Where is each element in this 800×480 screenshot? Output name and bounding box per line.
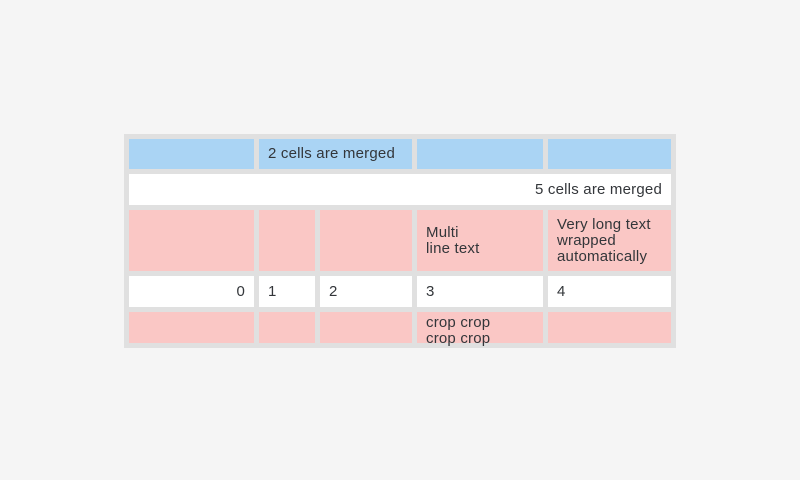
cell-r1c4[interactable] [417,139,543,169]
cell-1[interactable]: 1 [259,276,315,307]
cell-text: Multi line text [426,223,480,257]
cell-text: 0 [236,282,245,300]
cell-r5c1[interactable] [129,312,254,343]
cell-r1c5[interactable] [548,139,671,169]
cell-0[interactable]: 0 [129,276,254,307]
cell-r3c2[interactable] [259,210,315,271]
cell-r5c2[interactable] [259,312,315,343]
cell-4[interactable]: 4 [548,276,671,307]
cell-3[interactable]: 3 [417,276,543,307]
cell-text: 3 [426,282,435,300]
cell-r5c5[interactable] [548,312,671,343]
cell-text: 1 [268,282,277,300]
cell-merged-5[interactable]: 5 cells are merged [129,174,671,205]
cell-2[interactable]: 2 [320,276,412,307]
table-widget: 2 cells are merged 5 cells are merged Mu… [124,134,676,348]
cell-r1c1[interactable] [129,139,254,169]
cell-text: 5 cells are merged [535,180,662,198]
cell-text: crop crop crop crop [426,314,491,347]
cell-wrapped-text[interactable]: Very long text wrapped automatically [548,210,671,271]
cell-text: Very long text wrapped automatically [557,215,651,265]
cell-text: 2 cells are merged [268,145,395,162]
cell-text: 2 [329,282,338,300]
cell-text: 4 [557,282,566,300]
cell-multiline[interactable]: Multi line text [417,210,543,271]
cell-merged-2[interactable]: 2 cells are merged [259,139,412,169]
cell-r3c1[interactable] [129,210,254,271]
cell-r3c3[interactable] [320,210,412,271]
cell-r5c3[interactable] [320,312,412,343]
cell-crop[interactable]: crop crop crop crop [417,312,543,347]
